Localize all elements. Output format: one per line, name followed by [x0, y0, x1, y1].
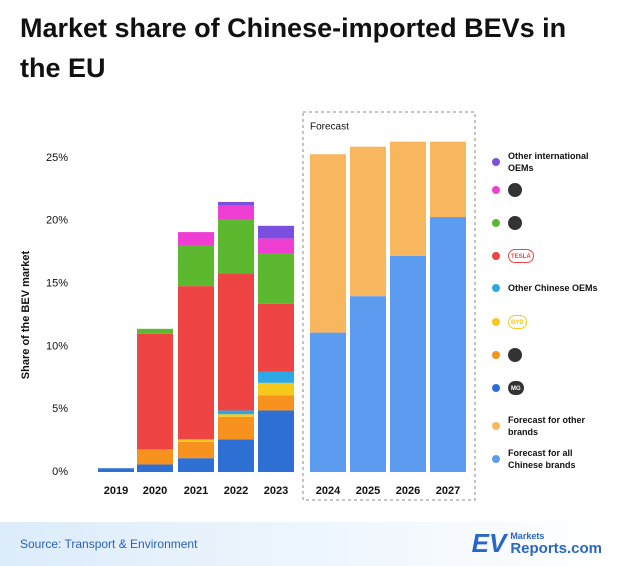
x-tick-label: 2022 — [224, 485, 248, 497]
bar-segment — [137, 328, 173, 334]
legend-entry: BYD — [492, 315, 612, 329]
legend-swatch — [492, 219, 500, 227]
legend-entry: Other international OEMs — [492, 150, 612, 174]
legend-logo: MG — [508, 381, 524, 395]
bar-segment — [258, 253, 294, 304]
legend-entry — [492, 183, 612, 197]
legend-logo — [508, 183, 522, 197]
bar-segment — [258, 238, 294, 254]
legend-entry — [492, 348, 612, 362]
footer: Source: Transport & Environment EV Marke… — [0, 522, 620, 566]
x-tick-label: 2021 — [184, 485, 208, 497]
x-tick-label: 2025 — [356, 485, 380, 497]
bar-segment — [430, 217, 466, 472]
bar-segment — [178, 286, 214, 440]
legend-logo: BYD — [508, 315, 527, 329]
bar-segment — [218, 273, 254, 411]
bar-segment — [258, 303, 294, 372]
legend-label: Forecast for other brands — [508, 415, 586, 437]
legend-swatch — [492, 252, 500, 260]
bar-segment — [350, 146, 386, 297]
legend-entry: Other Chinese OEMs — [492, 282, 612, 294]
x-tick-label: 2024 — [316, 485, 341, 497]
y-axis-title: Share of the BEV market — [20, 250, 32, 379]
legend-swatch — [492, 284, 500, 292]
y-tick-label: 10% — [46, 340, 68, 352]
x-tick-label: 2020 — [143, 485, 167, 497]
legend-label: Other Chinese OEMs — [508, 283, 598, 293]
chart: Forecast Share of the BEV market 0% 5% 10%… — [20, 111, 476, 501]
bar-segment — [310, 154, 346, 333]
forecast-label: Forecast — [310, 122, 349, 133]
bar-segment — [178, 245, 214, 287]
x-tick-label: 2027 — [436, 485, 460, 497]
legend-entry: Forecast for all Chinese brands — [492, 447, 612, 471]
legend-label: Forecast for all Chinese brands — [508, 448, 576, 470]
bar-segment — [390, 141, 426, 256]
bar-segment — [218, 410, 254, 415]
bar-segment — [310, 332, 346, 472]
legend-swatch — [492, 455, 500, 463]
bar-segment — [258, 382, 294, 396]
forecast-box — [302, 111, 476, 501]
bar-segment — [258, 410, 294, 472]
bar-segment — [218, 414, 254, 417]
bar-segment — [137, 449, 173, 465]
logo-ev: EV — [471, 528, 507, 558]
legend-swatch — [492, 158, 500, 166]
legend-swatch — [492, 351, 500, 359]
bar-segment — [218, 439, 254, 472]
bar-segment — [137, 333, 173, 450]
logo: EV Markets Reports.com — [472, 528, 602, 559]
x-tick-label: 2023 — [264, 485, 288, 497]
y-tick-label: 0% — [52, 466, 68, 478]
source: Source: Transport & Environment — [20, 537, 198, 551]
bar-segment — [178, 232, 214, 246]
logo-markets: Markets — [510, 530, 545, 541]
bar-segment — [258, 371, 294, 383]
bar-segment — [390, 255, 426, 472]
legend-swatch — [492, 186, 500, 194]
legend-entry: TESLA — [492, 249, 612, 263]
legend-entry — [492, 216, 612, 230]
bar-segment — [218, 219, 254, 274]
legend-label: Other international OEMs — [508, 151, 589, 173]
logo-reports: Reports.com — [510, 539, 602, 557]
bar-segment — [258, 225, 294, 239]
legend-swatch — [492, 422, 500, 430]
bar-segment — [137, 464, 173, 472]
bar-segment — [218, 205, 254, 220]
x-tick-label: 2019 — [104, 485, 128, 497]
bar-segment — [178, 439, 214, 442]
legend-logo: TESLA — [508, 249, 534, 263]
bar-segment — [430, 141, 466, 218]
bar-segment — [218, 201, 254, 206]
legend-entry: MG — [492, 381, 612, 395]
legend-logo — [508, 348, 522, 362]
y-tick-label: 5% — [52, 403, 68, 415]
legend-logo — [508, 216, 522, 230]
legend-entry: Forecast for other brands — [492, 414, 612, 438]
bar-segment — [218, 416, 254, 440]
bar-segment — [258, 395, 294, 411]
x-tick-label: 2026 — [396, 485, 420, 497]
legend-swatch — [492, 384, 500, 392]
bar-segment — [98, 468, 134, 472]
title: Market share of Chinese-imported BEVs in… — [20, 13, 567, 83]
legend-swatch — [492, 318, 500, 326]
y-tick-label: 20% — [46, 215, 68, 227]
bar-segment — [350, 296, 386, 472]
y-tick-label: 15% — [46, 278, 68, 290]
bar-segment — [178, 458, 214, 472]
bar-segment — [178, 441, 214, 459]
y-tick-label: 25% — [46, 152, 68, 164]
